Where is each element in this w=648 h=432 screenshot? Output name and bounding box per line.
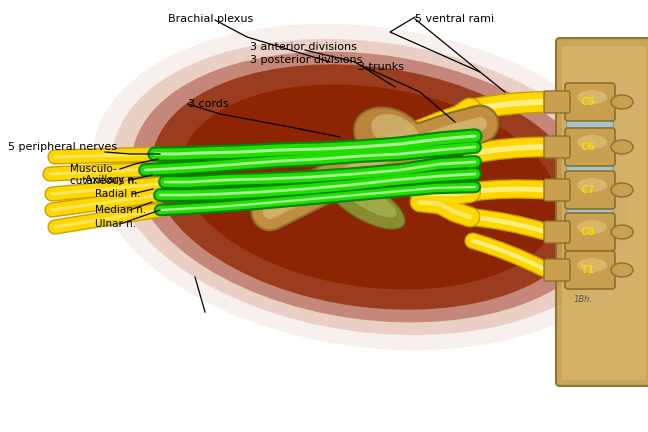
Text: Ulnar n.: Ulnar n. (95, 219, 136, 229)
Ellipse shape (325, 175, 405, 229)
FancyBboxPatch shape (544, 179, 570, 201)
Text: 5 peripheral nerves: 5 peripheral nerves (8, 142, 117, 152)
FancyBboxPatch shape (565, 128, 615, 166)
Text: 3 cords: 3 cords (188, 99, 229, 109)
FancyBboxPatch shape (556, 38, 648, 386)
Ellipse shape (354, 108, 426, 166)
Ellipse shape (181, 85, 559, 289)
Ellipse shape (577, 258, 607, 272)
FancyBboxPatch shape (544, 259, 570, 281)
Text: 1Bh.: 1Bh. (574, 295, 593, 304)
FancyBboxPatch shape (544, 221, 570, 243)
Text: 3 trunks: 3 trunks (358, 62, 404, 72)
FancyBboxPatch shape (544, 91, 570, 113)
Text: Axillary n.: Axillary n. (85, 175, 137, 185)
Ellipse shape (577, 220, 607, 234)
FancyBboxPatch shape (566, 245, 614, 257)
Ellipse shape (611, 225, 633, 239)
FancyBboxPatch shape (562, 46, 646, 380)
Text: C8: C8 (581, 227, 596, 237)
FancyBboxPatch shape (566, 204, 614, 217)
Ellipse shape (611, 263, 633, 277)
Ellipse shape (611, 183, 633, 197)
Ellipse shape (371, 114, 419, 150)
FancyBboxPatch shape (565, 213, 615, 251)
FancyBboxPatch shape (565, 171, 615, 209)
Ellipse shape (111, 39, 629, 335)
Text: T1: T1 (581, 265, 596, 275)
Ellipse shape (577, 178, 607, 192)
Text: 3 anterior divisions
3 posterior divisions: 3 anterior divisions 3 posterior divisio… (250, 42, 362, 65)
Ellipse shape (577, 90, 607, 104)
Ellipse shape (611, 95, 633, 109)
FancyBboxPatch shape (544, 136, 570, 158)
FancyBboxPatch shape (565, 251, 615, 289)
FancyBboxPatch shape (566, 118, 614, 131)
Ellipse shape (577, 135, 607, 149)
Text: Radial n.: Radial n. (95, 189, 141, 199)
Text: 5 ventral rami: 5 ventral rami (415, 14, 494, 24)
Text: Musculo-
cutaneous n.: Musculo- cutaneous n. (70, 164, 137, 186)
Text: C5: C5 (581, 97, 596, 107)
Ellipse shape (132, 51, 608, 322)
Ellipse shape (152, 64, 588, 310)
FancyBboxPatch shape (565, 83, 615, 121)
Text: Median n.: Median n. (95, 205, 146, 215)
FancyBboxPatch shape (566, 162, 614, 175)
Text: C7: C7 (581, 185, 596, 195)
Ellipse shape (92, 24, 648, 350)
Ellipse shape (340, 181, 397, 217)
Ellipse shape (611, 140, 633, 154)
Text: C6: C6 (581, 142, 596, 152)
Text: Brachial plexus: Brachial plexus (168, 14, 253, 24)
